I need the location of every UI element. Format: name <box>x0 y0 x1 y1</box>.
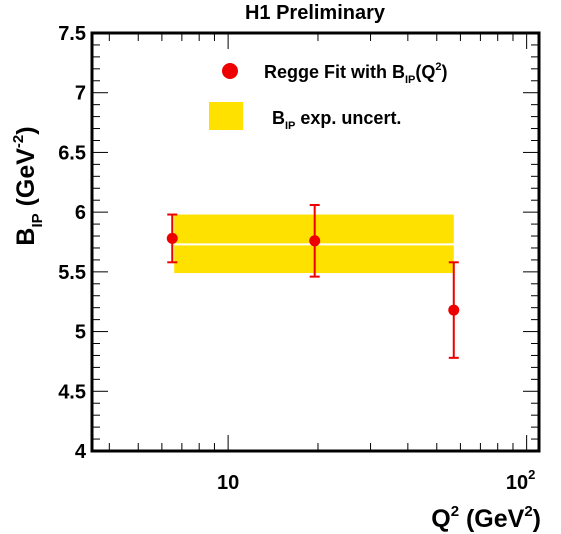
data-point-marker <box>448 304 460 316</box>
svg-text:Q2 (GeV2): Q2 (GeV2) <box>431 503 541 533</box>
data-point <box>166 213 178 264</box>
y-tick-label: 7.5 <box>58 23 86 45</box>
legend-band-swatch <box>209 102 243 130</box>
legend-entry-fit: Regge Fit with BIP(Q2) <box>264 61 448 86</box>
data-point <box>309 203 321 278</box>
x-tick-label: 10 <box>217 472 239 494</box>
x-axis-label: Q2 (GeV2) <box>431 503 541 533</box>
plot-frame <box>90 31 541 453</box>
y-tick-label: 6 <box>75 202 86 224</box>
legend-entry-band: BIP exp. uncert. <box>272 108 401 132</box>
legend: Regge Fit with BIP(Q2) BIP exp. uncert. <box>209 61 448 132</box>
y-tick-label: 4.5 <box>58 381 86 403</box>
legend-marker-icon <box>222 63 238 79</box>
data-point <box>448 261 460 359</box>
data-point-marker <box>309 235 321 247</box>
chart-title: H1 Preliminary <box>245 2 386 24</box>
y-tick-label: 4 <box>75 441 87 463</box>
svg-text:BIP (GeV-2): BIP (GeV-2) <box>10 126 46 245</box>
y-tick-label: 6.5 <box>58 142 86 164</box>
axis-ticks-layer: 4 4.5 5 5.5 6 6.5 7 7.5 10 102 <box>58 23 539 494</box>
y-tick-label: 7 <box>75 83 86 105</box>
y-tick-label: 5 <box>75 322 86 344</box>
y-axis-label: BIP (GeV-2) <box>10 126 46 245</box>
x-tick-label: 102 <box>506 467 535 494</box>
data-points-layer <box>166 203 460 359</box>
y-tick-label: 5.5 <box>58 262 86 284</box>
data-point-marker <box>166 232 178 244</box>
